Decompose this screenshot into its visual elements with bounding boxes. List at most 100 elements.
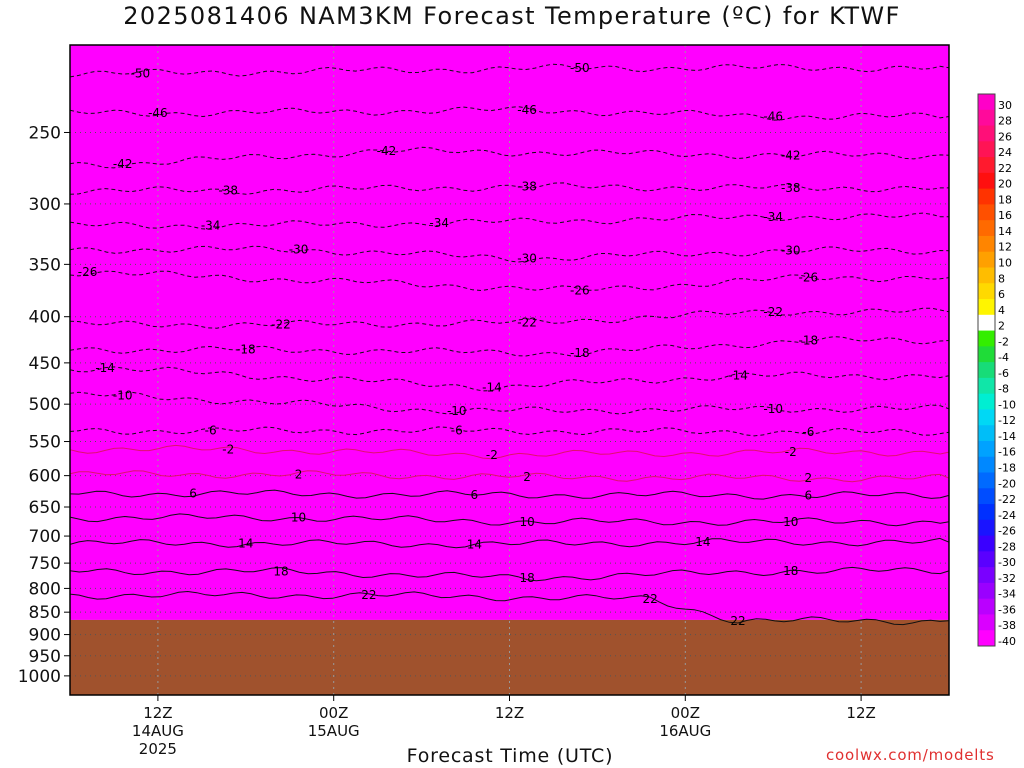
- contour-line: [69, 513, 950, 527]
- x-tick-label: 00Z: [671, 704, 700, 722]
- contour-label: 6: [805, 488, 813, 502]
- contour-label: -2: [222, 442, 234, 456]
- y-tick-label: 650: [29, 498, 61, 518]
- y-tick-label: 350: [29, 255, 61, 275]
- colorbar-label: 12: [998, 241, 1012, 254]
- contour-label: -10: [763, 402, 783, 416]
- contour-label: 10: [519, 515, 534, 529]
- contour-label: -30: [289, 243, 309, 257]
- colorbar-cell: [978, 425, 995, 442]
- colorbar-label: -32: [998, 572, 1016, 585]
- contour-label: -30: [781, 244, 801, 258]
- colorbar-label: -30: [998, 556, 1016, 569]
- y-tick-label: 450: [29, 354, 61, 374]
- colorbar-label: -14: [998, 430, 1016, 443]
- colorbar-cell: [978, 283, 995, 300]
- x-axis-label: Forecast Time (UTC): [406, 745, 614, 767]
- contour-line: [69, 444, 950, 460]
- x-tick-label: 15AUG: [308, 722, 360, 740]
- chart-title: 2025081406 NAM3KM Forecast Temperature (…: [123, 2, 901, 30]
- colorbar-label: 4: [998, 304, 1005, 317]
- colorbar-cell: [978, 582, 995, 600]
- credit-link[interactable]: coolwx.com/modelts: [826, 746, 995, 764]
- colorbar-label: 14: [998, 225, 1012, 238]
- grid-lines: [70, 45, 949, 695]
- colorbar-label: 6: [998, 288, 1005, 301]
- temperature-field: [70, 45, 949, 620]
- contour-label: -42: [113, 157, 133, 171]
- contour-line: [69, 307, 950, 329]
- colorbar-cell: [978, 409, 995, 426]
- contour-label: -50: [570, 61, 590, 75]
- contour-label: 14: [238, 536, 253, 550]
- colorbar-cell: [978, 267, 995, 284]
- colorbar-cell: [978, 330, 995, 347]
- y-tick-label: 250: [29, 123, 61, 143]
- temperature-fill: [70, 45, 949, 620]
- colorbar-label: -38: [998, 619, 1016, 632]
- contour-line: [69, 470, 950, 483]
- colorbar-cell: [978, 299, 995, 316]
- contour-line: [69, 336, 950, 357]
- colorbar-label: -20: [998, 477, 1016, 490]
- colorbar-cell: [978, 472, 995, 489]
- contour-label: -46: [517, 103, 537, 117]
- contour-label: -2: [785, 445, 797, 459]
- colorbar-label: 10: [998, 256, 1012, 269]
- contour-line: [69, 182, 949, 195]
- contour-label: -22: [763, 305, 783, 319]
- contour-label: -26: [78, 265, 98, 279]
- colorbar-cell: [978, 125, 995, 142]
- contour-line: [69, 590, 950, 626]
- y-tick-label: 600: [29, 467, 61, 487]
- colorbar-label: 16: [998, 209, 1012, 222]
- x-tick-label: 2025: [139, 740, 177, 758]
- contour-line: [69, 245, 950, 263]
- contour-label: -22: [271, 317, 291, 331]
- colorbar-cell: [978, 377, 995, 395]
- x-tick-label: 00Z: [319, 704, 348, 722]
- contour-label: -34: [429, 216, 449, 230]
- colorbar-label: -22: [998, 493, 1016, 506]
- contour-line: [69, 426, 950, 437]
- colorbar-cell: [978, 614, 995, 631]
- contour-line: [69, 366, 950, 392]
- colorbar-cell: [978, 535, 995, 552]
- contour-label: -18: [570, 346, 590, 360]
- colorbar-label: 18: [998, 193, 1012, 206]
- colorbar-cell: [978, 109, 995, 127]
- colorbar-label: -2: [998, 335, 1009, 348]
- colorbar-cell: [978, 504, 995, 521]
- colorbar-label: -10: [998, 398, 1016, 411]
- contour-label: -14: [482, 380, 502, 394]
- colorbar-cell: [978, 551, 995, 568]
- colorbar-label: -12: [998, 414, 1016, 427]
- y-tick-label: 300: [29, 195, 61, 215]
- contour-label: -26: [799, 271, 819, 285]
- contour-label: 6: [189, 487, 197, 501]
- contour-label: 18: [273, 564, 288, 578]
- colorbar-cell: [978, 157, 995, 174]
- colorbar-label: -24: [998, 509, 1016, 522]
- colorbar-cell: [978, 440, 995, 458]
- contour-label: 14: [467, 537, 482, 551]
- colorbar-label: -18: [998, 462, 1016, 475]
- colorbar-cell: [978, 141, 995, 158]
- contour-label: 14: [695, 535, 710, 549]
- contour-label: -14: [95, 361, 115, 375]
- contour-label: -10: [447, 404, 467, 418]
- colorbar-cell: [978, 94, 995, 111]
- x-tick-label: 16AUG: [659, 722, 711, 740]
- y-tick-label: 1000: [18, 667, 61, 687]
- contour-label: -6: [802, 425, 814, 439]
- contour-line: [69, 212, 950, 230]
- colorbar-label: 30: [998, 99, 1012, 112]
- colorbar-label: -4: [998, 351, 1009, 364]
- contour-label: -34: [201, 219, 221, 233]
- contour-label: -38: [781, 181, 801, 195]
- contour-label: -42: [781, 148, 801, 162]
- colorbar-label: 8: [998, 272, 1005, 285]
- contour-line: [69, 270, 950, 292]
